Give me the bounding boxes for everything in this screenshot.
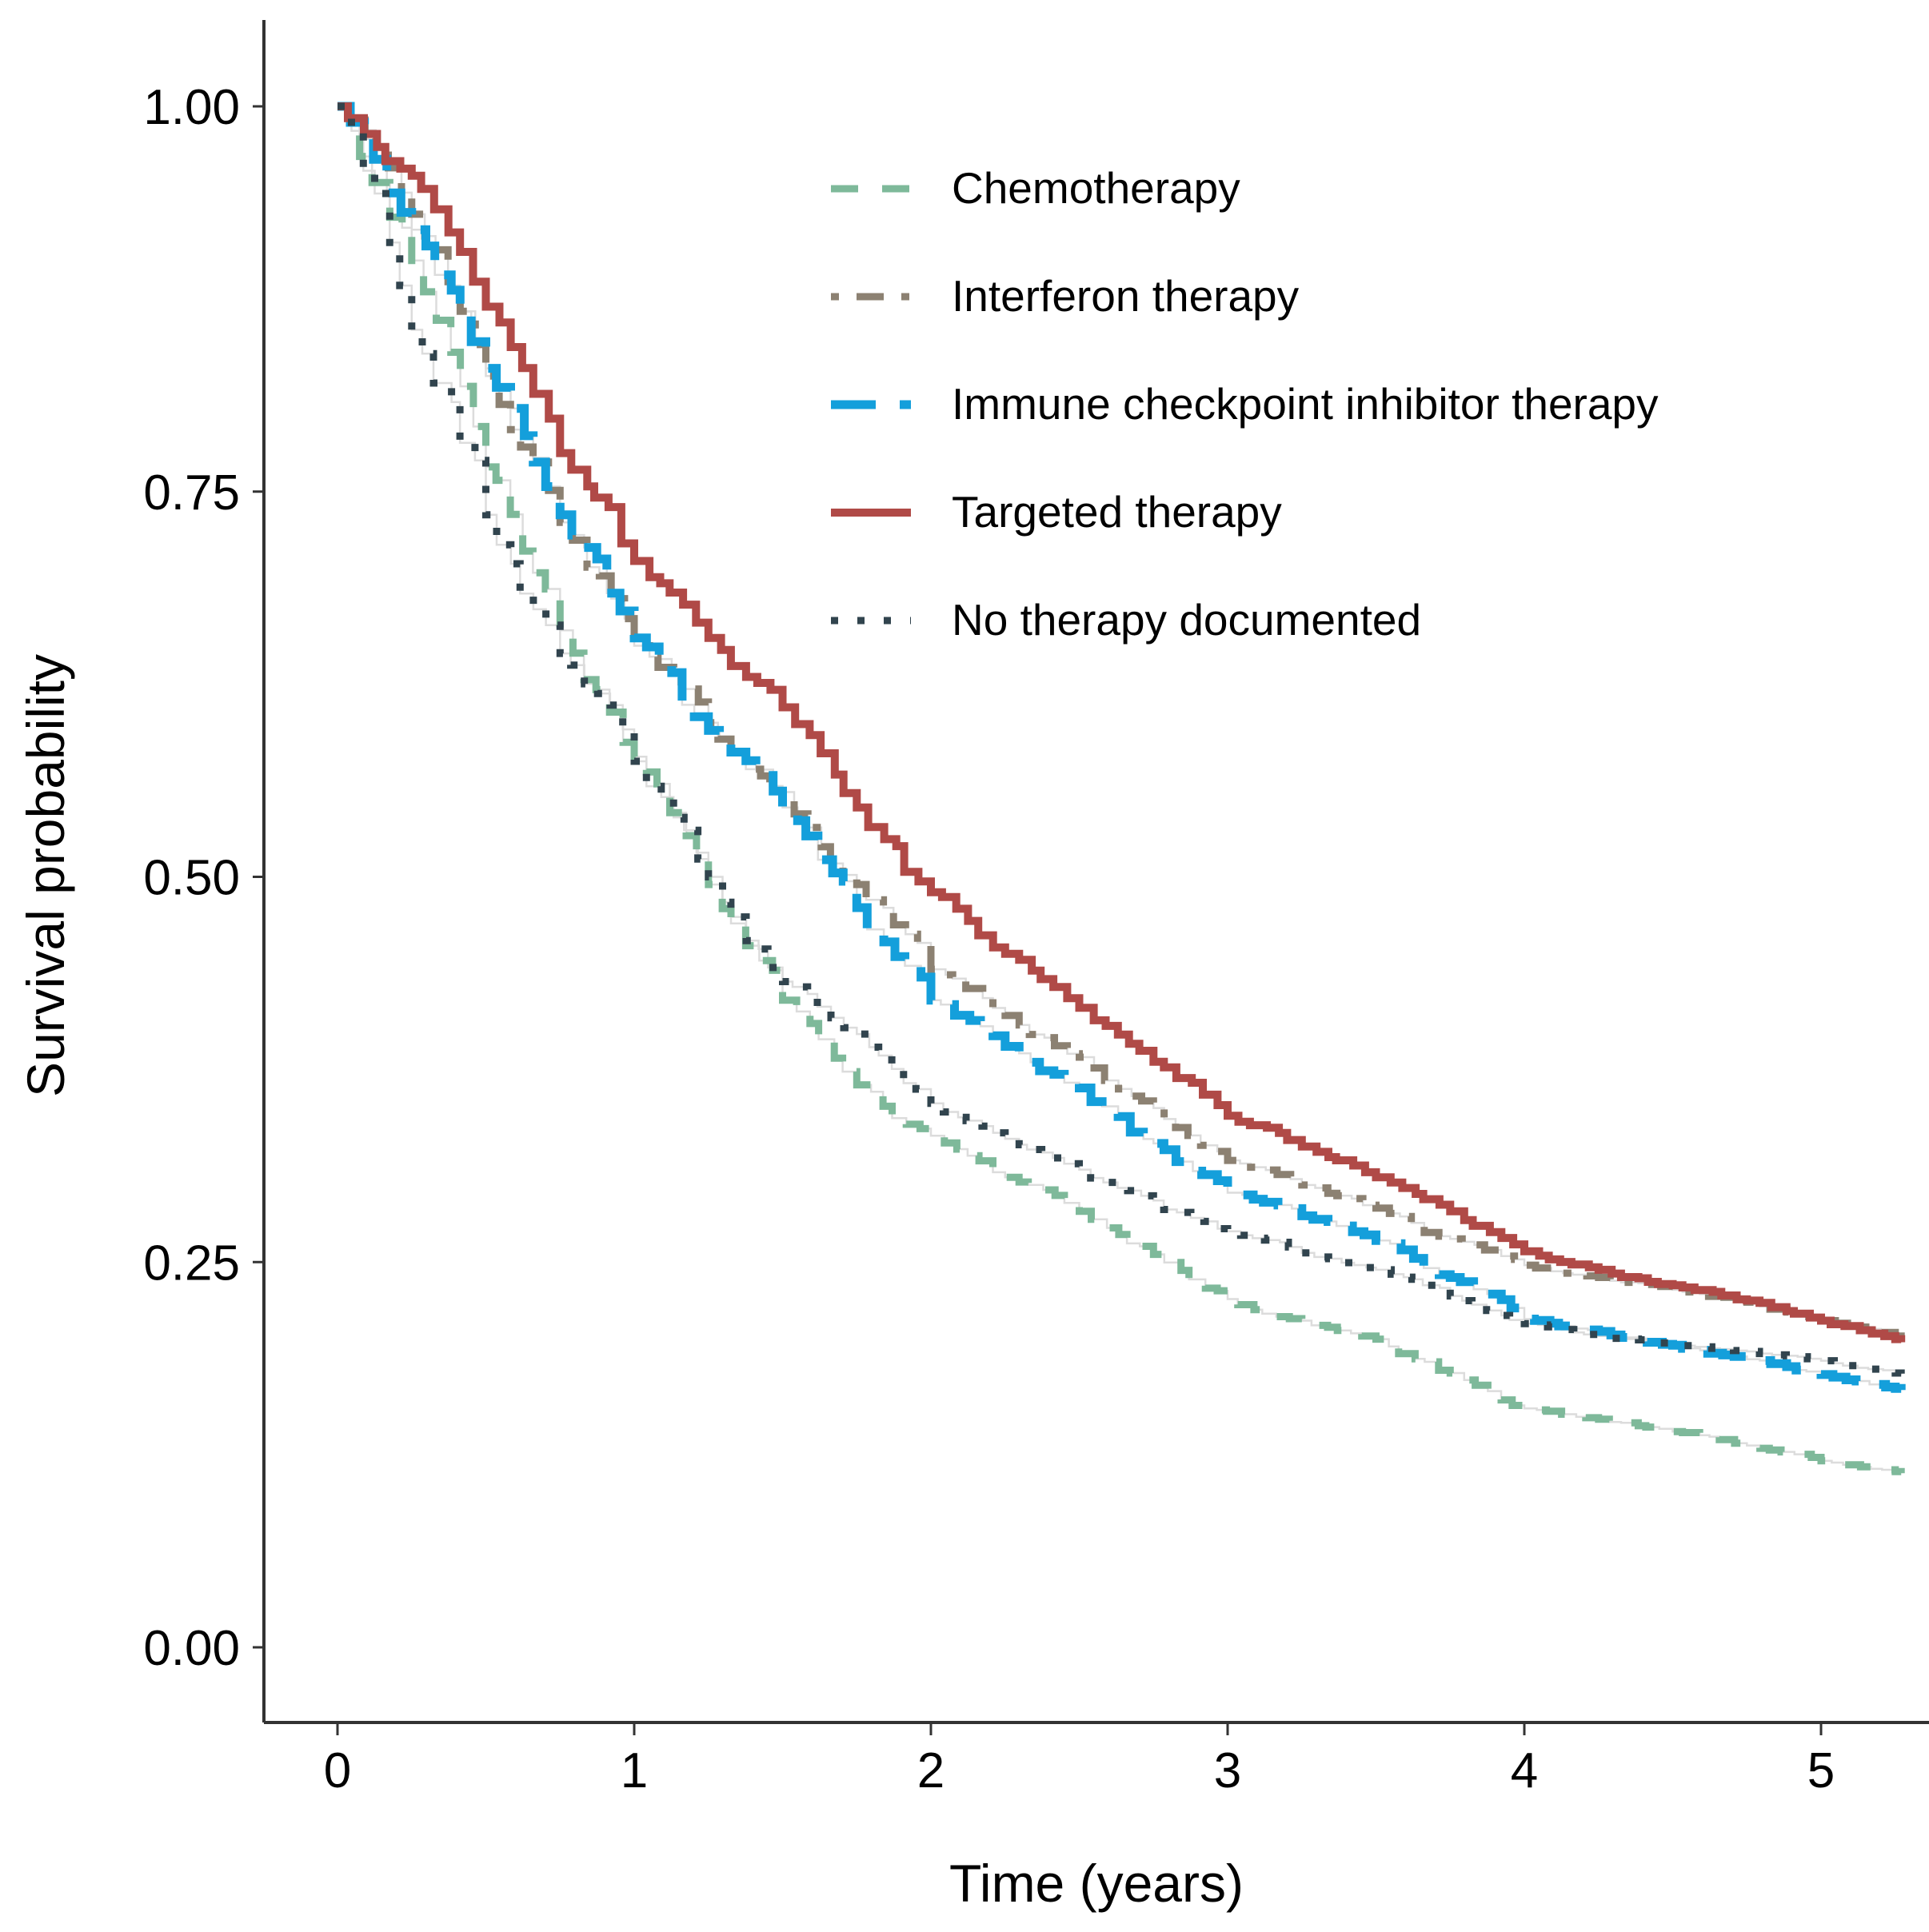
curve-no-therapy-documented xyxy=(337,102,1905,1377)
curve-immune-checkpoint-inhibitor-therapy xyxy=(337,102,1906,1393)
legend-item-immune-checkpoint-inhibitor-therapy: Immune checkpoint inhibitor therapy xyxy=(831,379,1659,429)
legend-label-targeted-therapy: Targeted therapy xyxy=(952,487,1282,537)
y-tick-label-0.75: 0.75 xyxy=(143,465,240,521)
x-tick-label-0: 0 xyxy=(324,1743,351,1798)
y-axis-title: Survival probability xyxy=(16,654,75,1097)
y-tick-label-0.50: 0.50 xyxy=(143,851,240,906)
x-tick-label-3: 3 xyxy=(1214,1743,1241,1798)
legend: Chemotherapy Interferon therapy Immune c… xyxy=(831,163,1659,645)
survival-curves xyxy=(337,102,1906,1475)
legend-item-chemotherapy: Chemotherapy xyxy=(831,163,1240,213)
y-tick-label-1.00: 1.00 xyxy=(143,80,240,135)
x-axis-title: Time (years) xyxy=(949,1854,1244,1913)
curve-targeted-therapy xyxy=(337,102,1906,1343)
legend-label-interferon-therapy: Interferon therapy xyxy=(952,271,1300,321)
x-tick-label-5: 5 xyxy=(1807,1743,1835,1798)
legend-label-immune-checkpoint-inhibitor-therapy: Immune checkpoint inhibitor therapy xyxy=(952,379,1659,429)
y-tick-label-0.25: 0.25 xyxy=(143,1235,240,1291)
legend-label-no-therapy-documented: No therapy documented xyxy=(952,595,1421,645)
x-tick-label-4: 4 xyxy=(1511,1743,1538,1798)
legend-item-interferon-therapy: Interferon therapy xyxy=(831,271,1300,321)
y-axis-ticks: 0.00 0.25 0.50 0.75 1.00 xyxy=(143,80,264,1676)
x-axis-ticks: 0 1 2 3 4 5 xyxy=(324,1722,1835,1798)
legend-item-no-therapy-documented: No therapy documented xyxy=(831,595,1421,645)
y-tick-label-0.00: 0.00 xyxy=(143,1621,240,1676)
curve-interferon-therapy xyxy=(337,102,1905,1340)
legend-label-chemotherapy: Chemotherapy xyxy=(952,163,1240,213)
x-tick-label-1: 1 xyxy=(621,1743,648,1798)
x-tick-label-2: 2 xyxy=(917,1743,945,1798)
curve-chemotherapy xyxy=(337,102,1905,1475)
legend-item-targeted-therapy: Targeted therapy xyxy=(831,487,1282,537)
